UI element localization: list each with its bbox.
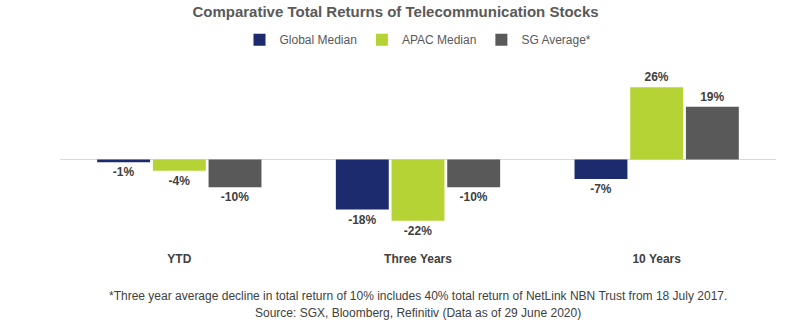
svg-text:19%: 19%: [700, 90, 724, 104]
svg-text:Source: SGX, Bloomberg, Refini: Source: SGX, Bloomberg, Refinitiv (Data …: [255, 306, 581, 320]
svg-text:-1%: -1%: [113, 165, 135, 179]
svg-text:*Three year average decline in: *Three year average decline in total ret…: [109, 289, 727, 303]
svg-text:-18%: -18%: [348, 213, 376, 227]
svg-text:-22%: -22%: [404, 224, 432, 238]
svg-text:26%: 26%: [644, 70, 668, 84]
svg-text:SG Average*: SG Average*: [521, 33, 590, 47]
svg-text:-10%: -10%: [221, 190, 249, 204]
svg-text:Three Years: Three Years: [384, 252, 452, 266]
svg-text:Global Median: Global Median: [280, 33, 357, 47]
svg-text:APAC Median: APAC Median: [402, 33, 476, 47]
svg-text:YTD: YTD: [167, 252, 191, 266]
svg-text:10 Years: 10 Years: [632, 252, 681, 266]
svg-text:-7%: -7%: [590, 182, 612, 196]
svg-text:-4%: -4%: [169, 174, 191, 188]
svg-text:-10%: -10%: [460, 190, 488, 204]
svg-text:Comparative Total Returns of T: Comparative Total Returns of Telecommuni…: [192, 3, 598, 20]
